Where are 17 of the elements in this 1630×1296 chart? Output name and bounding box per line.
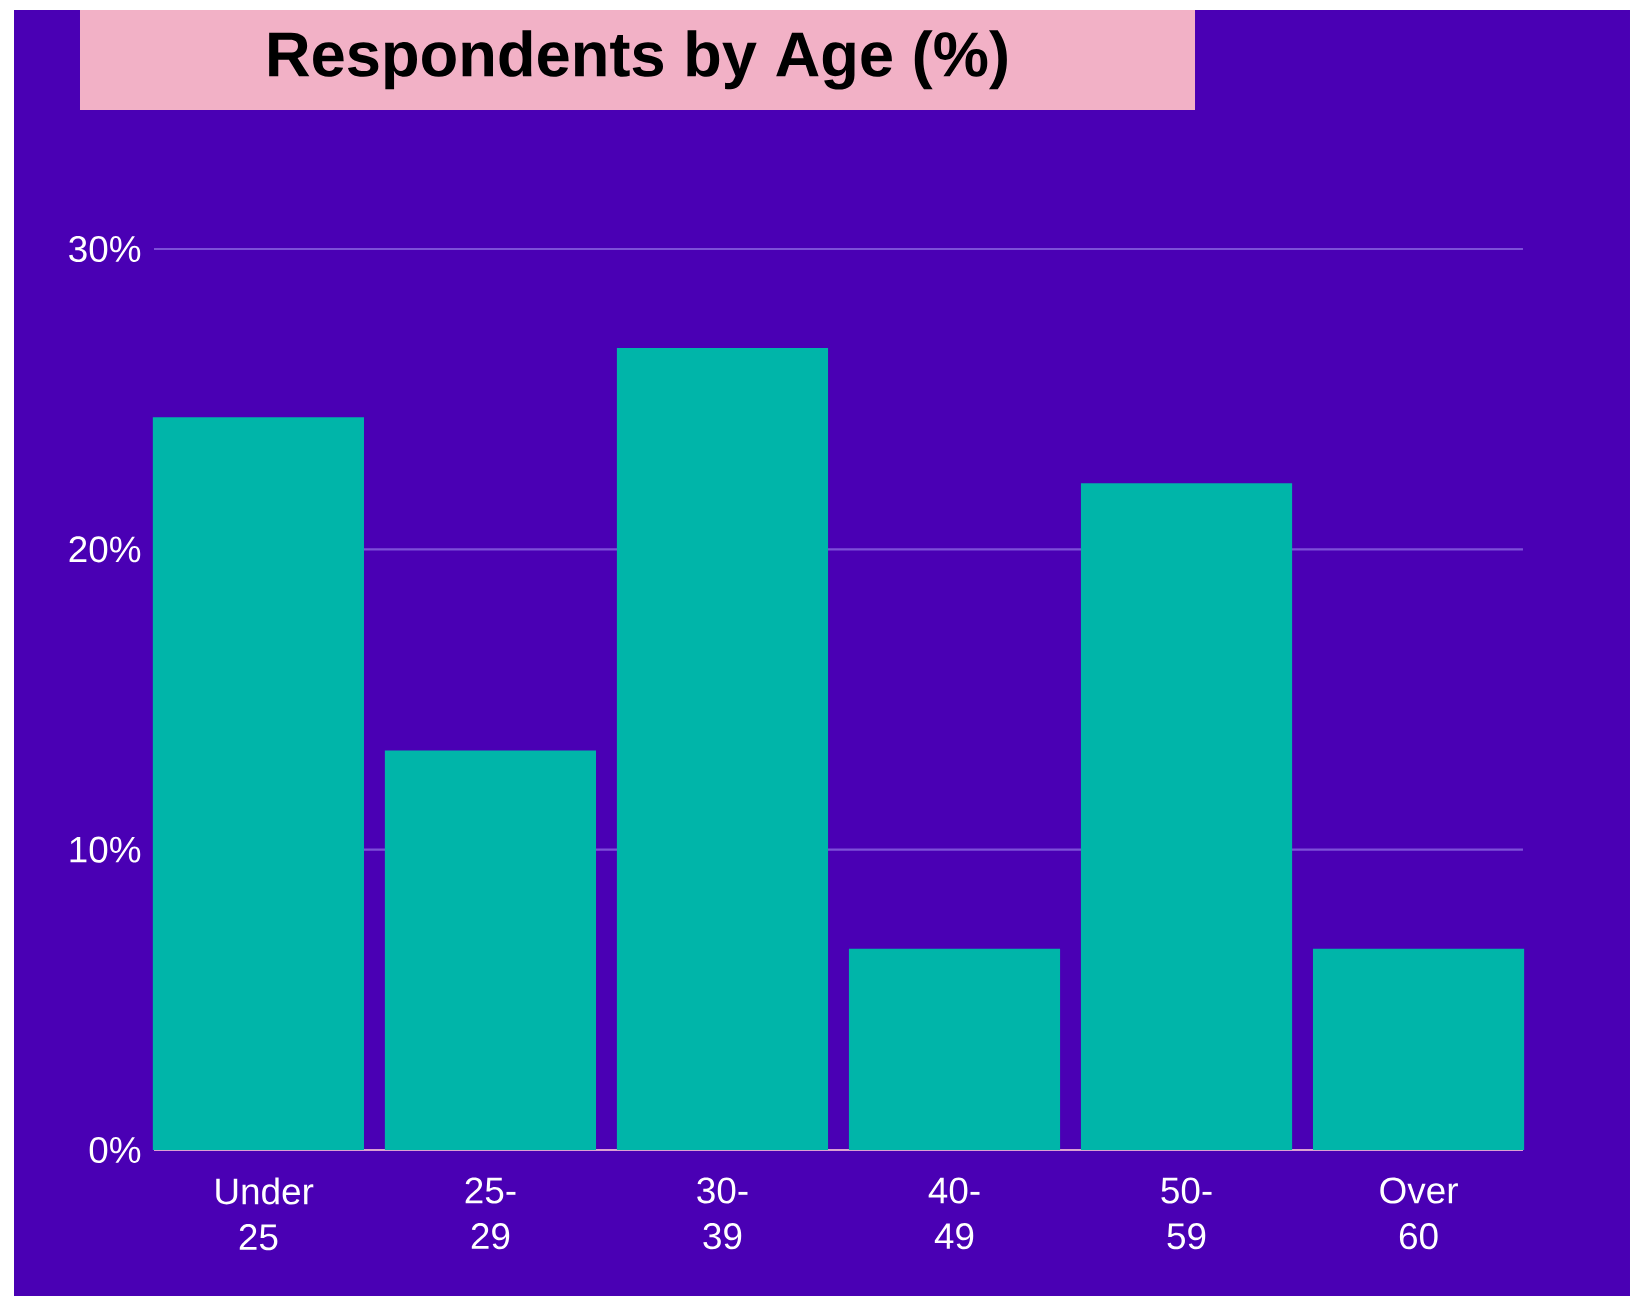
y-tick-label: 30% bbox=[69, 235, 141, 263]
bar bbox=[384, 750, 597, 1150]
x-tick-label: 50-59 bbox=[1161, 1177, 1212, 1250]
y-tick-label: 20% bbox=[69, 536, 141, 563]
bar bbox=[616, 348, 829, 1150]
y-tick-label: 0% bbox=[89, 1136, 141, 1164]
y-tick-label: 10% bbox=[70, 836, 141, 863]
x-tick-label: 25-29 bbox=[465, 1177, 516, 1250]
x-tick-label: Over 60 bbox=[1380, 1177, 1458, 1250]
bar bbox=[848, 948, 1061, 1150]
x-tick-label: Under 25 bbox=[216, 1177, 314, 1251]
bar bbox=[152, 417, 364, 1150]
bar bbox=[1080, 483, 1293, 1150]
chart-title: Respondents by Age (%) bbox=[269, 30, 1007, 90]
x-tick-label: 40-49 bbox=[928, 1177, 980, 1250]
x-tick-label: 30-39 bbox=[697, 1177, 748, 1250]
bar bbox=[1312, 948, 1525, 1150]
